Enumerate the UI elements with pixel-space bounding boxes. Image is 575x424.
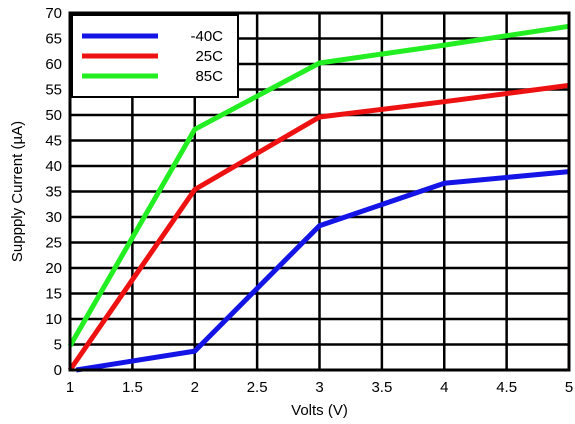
- x-tick-label: 4.5: [496, 379, 517, 396]
- y-tick-label: 30: [45, 209, 62, 226]
- y-tick-label: 20: [45, 260, 62, 277]
- y-tick-label: 65: [45, 31, 62, 48]
- legend-label-85C: 85C: [195, 68, 223, 85]
- y-axis-label: Suppply Current (µA): [9, 121, 26, 262]
- series-lines: [67, 23, 570, 373]
- tick-labels: 1 1.5 2 2.5 3 3.5 4 4.5 505101520253035404550556…: [45, 5, 573, 396]
- legend-label--40C: -40C: [190, 28, 223, 45]
- y-tick-label: 50: [45, 107, 62, 124]
- legend: -40C 25C 85C: [71, 14, 239, 98]
- series-line--40C: [75, 169, 570, 373]
- series-line-85C: [67, 23, 570, 348]
- y-tick-label: 5: [54, 337, 62, 354]
- y-tick-label: 10: [45, 311, 62, 328]
- x-tick-label: 3.5: [371, 379, 392, 396]
- x-axis-label: Volts (V): [291, 402, 348, 419]
- x-tick-label: 4: [440, 379, 448, 396]
- x-tick-label: 1: [66, 379, 74, 396]
- y-tick-label: 70: [45, 5, 62, 22]
- y-tick-label: 60: [45, 56, 62, 73]
- x-tick-label: 5: [565, 379, 573, 396]
- y-tick-label: 15: [45, 286, 62, 303]
- plot-frame: [68, 11, 571, 372]
- y-tick-label: 45: [45, 133, 62, 150]
- y-tick-label: 25: [45, 235, 62, 252]
- series-line-25C: [67, 82, 570, 372]
- legend-label-25C: 25C: [195, 48, 223, 65]
- y-tick-label: 55: [45, 82, 62, 99]
- y-tick-label: 0: [54, 362, 62, 379]
- x-tick-label: 2: [191, 379, 199, 396]
- y-tick-label: 40: [45, 158, 62, 175]
- x-tick-label: 2.5: [247, 379, 268, 396]
- y-tick-label: 35: [45, 184, 62, 201]
- x-tick-label: 3: [315, 379, 323, 396]
- x-tick-label: 1.5: [122, 379, 143, 396]
